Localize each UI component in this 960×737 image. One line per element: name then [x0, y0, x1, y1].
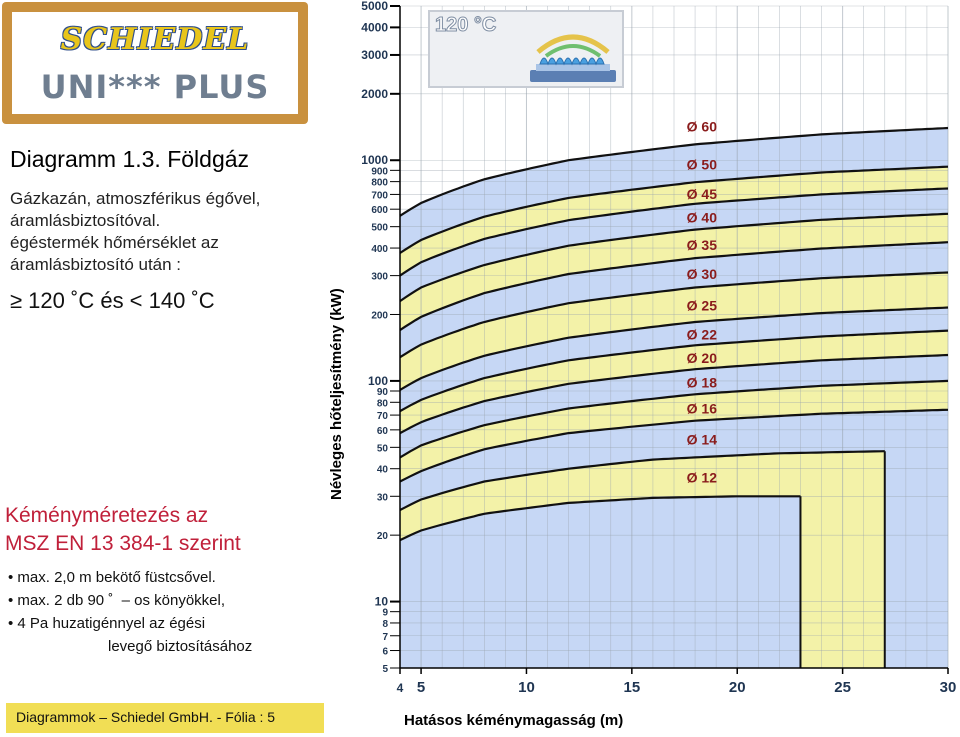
series-curve: [399, 271, 949, 359]
series-label: Ø 60: [687, 118, 718, 134]
series-curve: [399, 241, 949, 332]
series-curve: [399, 187, 949, 277]
y-tick-label: 1000: [361, 153, 388, 167]
logo-product-text: UNI*** PLUS: [40, 68, 270, 106]
bullet-text: max. 2,0 m bekötő füstcsővel.: [17, 569, 216, 586]
y-tick-label: 2000: [361, 87, 388, 101]
series-curve: [399, 165, 949, 254]
y-tick-label: 40: [377, 465, 389, 476]
series-label: Ø 14: [687, 432, 718, 448]
series-curve: [399, 212, 949, 303]
y-axis-label: Névleges hőteljesítmény (kW): [328, 288, 345, 500]
sizing-title: Kéményméretezés az MSZ EN 13 384-1 szeri…: [5, 502, 241, 558]
y-tick-label: 3000: [361, 48, 388, 62]
y-tick-label: 90: [377, 387, 389, 398]
bullet-text: 4 Pa huzatigénnyel az égési: [17, 615, 206, 632]
series-label: Ø 25: [687, 298, 718, 314]
y-tick-label: 10: [375, 595, 389, 609]
x-tick-label: 5: [417, 679, 425, 696]
y-tick-label: 300: [371, 272, 388, 283]
y-tick-label: 100: [368, 374, 388, 388]
temperature-range: ≥ 120 ˚C és < 140 ˚C: [10, 288, 215, 313]
y-tick-label: 9: [382, 608, 388, 619]
series-label: Ø 30: [687, 266, 718, 282]
description-line: égéstermék hőmérséklet az: [10, 233, 219, 252]
x-tick-label: 20: [729, 679, 746, 696]
x-tick-label: 15: [624, 679, 641, 696]
y-tick-label: 5: [382, 664, 388, 675]
bullet-continuation: levegő biztosításához: [108, 638, 253, 655]
series-curve: [399, 450, 885, 511]
bullet-item: • max. 2 db 90 ˚ – os könyökkel,: [8, 592, 226, 609]
series-curve: [399, 306, 949, 391]
series-label: Ø 50: [687, 156, 718, 172]
series-curve: [399, 353, 949, 435]
series-label: Ø 20: [687, 350, 718, 366]
y-tick-label: 700: [371, 190, 388, 201]
y-tick-label: 20: [377, 531, 389, 542]
y-tick-label: 600: [371, 205, 388, 216]
series-label: Ø 18: [687, 375, 718, 391]
inset-temperature-label: 120 °C: [434, 14, 497, 37]
series-curve: [399, 379, 949, 459]
y-tick-label: 4000: [361, 20, 388, 34]
y-tick-label: 7: [382, 632, 388, 643]
schiedel-logo: SCHIEDEL UNI*** PLUS: [2, 2, 308, 124]
y-tick-label: 30: [377, 492, 389, 503]
bullet-text: max. 2 db 90 ˚ – os könyökkel,: [17, 592, 226, 609]
temperature-inset: 120 °C: [428, 10, 624, 88]
footer-caption: Diagrammok – Schiedel GmbH. - Fólia : 5: [6, 703, 324, 733]
y-tick-label: 8: [382, 619, 388, 630]
y-tick-label: 50: [377, 443, 389, 454]
y-tick-label: 5000: [361, 0, 388, 13]
series-label: Ø 45: [687, 186, 718, 202]
description-line: áramlásbiztosító után :: [10, 255, 182, 274]
x-tick-label: 30: [940, 679, 957, 696]
series-curve: [399, 495, 801, 542]
series-label: Ø 12: [687, 470, 718, 486]
sizing-conditions: • max. 2,0 m bekötő füstcsővel. • max. 2…: [8, 566, 252, 658]
logo-brand-text: SCHIEDEL: [60, 22, 250, 57]
x-tick-label: 4: [397, 681, 404, 695]
chart-canvas: Ø 12 Ø 14 Ø 16 Ø 18 Ø 20 Ø 22 Ø 25 Ø 30 Ø 35 Ø 40…: [361, 0, 957, 696]
sizing-title-line: MSZ EN 13 384-1 szerint: [5, 532, 241, 555]
x-tick-label: 10: [518, 679, 535, 696]
y-tick-label: 6: [382, 647, 388, 658]
y-tick-label: 800: [371, 178, 388, 189]
series-curve: [399, 126, 949, 217]
description-line: Gázkazán, atmoszférikus égővel,: [10, 189, 261, 208]
y-tick-label: 70: [377, 411, 389, 422]
bullet-item: • 4 Pa huzatigénnyel az égési: [8, 615, 206, 632]
band-area: [400, 496, 801, 668]
x-axis-label: Hatásos kéménymagasság (m): [404, 712, 624, 729]
y-tick-label: 400: [371, 244, 388, 255]
y-tick-label: 60: [377, 426, 389, 437]
x-tick-label: 25: [834, 679, 851, 696]
series-label: Ø 16: [687, 400, 718, 416]
y-tick-label: 900: [371, 166, 388, 177]
bullet-item: • max. 2,0 m bekötő füstcsővel.: [8, 569, 216, 586]
series-curve: [399, 408, 949, 483]
diagram-title: Diagramm 1.3. Földgáz: [10, 146, 250, 172]
series-curve: [399, 329, 949, 413]
gas-burner-flame-icon: [530, 34, 616, 82]
y-tick-label: 200: [371, 310, 388, 321]
series-label: Ø 22: [687, 327, 718, 343]
description: Gázkazán, atmoszférikus égővel, áramlásb…: [10, 188, 260, 276]
y-tick-label: 500: [371, 223, 388, 234]
sizing-title-line: Kéményméretezés az: [5, 504, 209, 527]
logo-panel: SCHIEDEL UNI*** PLUS: [12, 12, 298, 114]
series-label: Ø 40: [687, 210, 718, 226]
series-label: Ø 35: [687, 237, 718, 253]
y-tick-label: 80: [377, 398, 389, 409]
description-line: áramlásbiztosítóval.: [10, 211, 161, 230]
